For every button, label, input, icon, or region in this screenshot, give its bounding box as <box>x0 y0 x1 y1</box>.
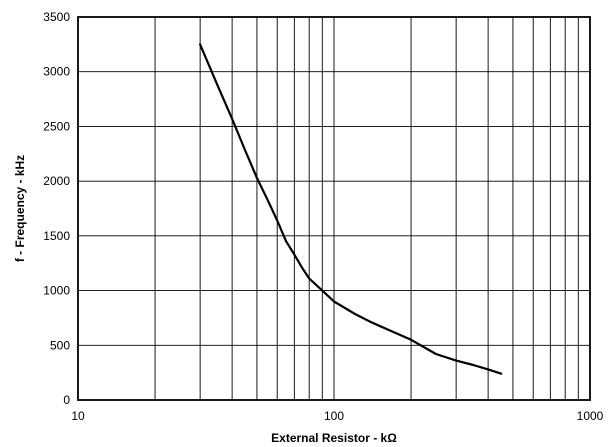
grid-lines <box>78 17 590 400</box>
plot-area <box>77 16 591 401</box>
data-series <box>199 43 503 375</box>
x-axis-ticks: 10 100 1000 <box>71 409 603 423</box>
x-tick-label: 10 <box>71 409 85 423</box>
y-tick-label: 1500 <box>43 229 70 243</box>
y-tick-label: 0 <box>63 393 70 407</box>
series-line <box>199 43 503 375</box>
x-tick-label: 1000 <box>577 409 604 423</box>
y-axis-title: f - Frequency - kHz <box>13 155 27 262</box>
y-tick-label: 3500 <box>43 10 70 24</box>
x-tick-label: 100 <box>324 409 344 423</box>
y-tick-label: 500 <box>50 338 70 352</box>
y-tick-label: 2500 <box>43 119 70 133</box>
y-tick-label: 3000 <box>43 65 70 79</box>
y-tick-label: 2000 <box>43 174 70 188</box>
y-tick-label: 1000 <box>43 284 70 298</box>
y-axis-ticks: 0 500 1000 1500 2000 2500 3000 3500 <box>43 10 70 407</box>
x-axis-title: External Resistor - kΩ <box>271 431 397 445</box>
